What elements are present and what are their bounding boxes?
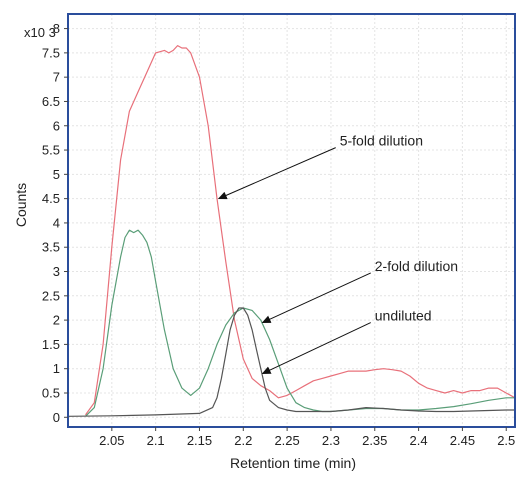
- y-tick-label: 7: [53, 70, 60, 85]
- x-tick-label: 2.2: [234, 433, 252, 448]
- y-tick-label: 1.5: [42, 337, 60, 352]
- annotation-arrow: [217, 147, 336, 200]
- y-tick-label: 4: [53, 215, 60, 230]
- y-tick-label: 4.5: [42, 191, 60, 206]
- series-line-undiluted: [68, 307, 515, 417]
- x-tick-label: 2.15: [187, 433, 212, 448]
- y-tick-label: 1: [53, 361, 60, 376]
- y-tick-label: 6.5: [42, 94, 60, 109]
- annotation-label: 5-fold dilution: [340, 133, 423, 149]
- x-tick-label: 2.35: [362, 433, 387, 448]
- x-tick-labels: 2.05 2.1 2.15 2.2 2.25 2.3 2.35 2.4 2.45 2.5: [99, 433, 515, 448]
- y-tick-label: 5: [53, 167, 60, 182]
- x-tick-label: 2.1: [147, 433, 165, 448]
- annotation-label: 2-fold dilution: [375, 258, 458, 274]
- y-tick-label: 2: [53, 313, 60, 328]
- x-tick-label: 2.05: [99, 433, 124, 448]
- y-tick-label: 0.5: [42, 385, 60, 400]
- grid-lines: [68, 14, 515, 427]
- series-layer: [68, 44, 515, 417]
- y-tick-label: 5.5: [42, 143, 60, 158]
- y-tick-label: 8: [53, 21, 60, 36]
- tick-marks: [64, 28, 507, 431]
- y-tick-label: 3: [53, 264, 60, 279]
- y-tick-label: 0: [53, 410, 60, 425]
- y-tick-label: 6: [53, 118, 60, 133]
- x-tick-label: 2.25: [274, 433, 299, 448]
- x-tick-label: 2.4: [410, 433, 428, 448]
- series-line-5-fold-dilution: [85, 44, 515, 416]
- x-tick-label: 2.3: [322, 433, 340, 448]
- annotation-arrow: [261, 322, 371, 375]
- x-tick-label: 2.45: [450, 433, 475, 448]
- y-multiplier: x10 3: [24, 25, 56, 40]
- y-tick-label: 2.5: [42, 288, 60, 303]
- y-axis-label: Counts: [13, 183, 29, 227]
- x-axis-label: Retention time (min): [230, 455, 356, 471]
- annotation-label: undiluted: [375, 308, 432, 324]
- x-tick-label: 2.5: [497, 433, 515, 448]
- y-tick-labels: 0 0.5 1 1.5 2 2.5 3 3.5 4 4.5 5 5.5 6 6.5 7 7.5 8: [42, 21, 60, 425]
- plot-frame: [67, 13, 516, 428]
- annotation-arrow: [261, 272, 371, 323]
- y-tick-label: 7.5: [42, 45, 60, 60]
- y-tick-label: 3.5: [42, 240, 60, 255]
- plot-background: [68, 14, 515, 427]
- annotation-layer: 5-fold dilution 2-fold dilution undiluted: [217, 133, 458, 375]
